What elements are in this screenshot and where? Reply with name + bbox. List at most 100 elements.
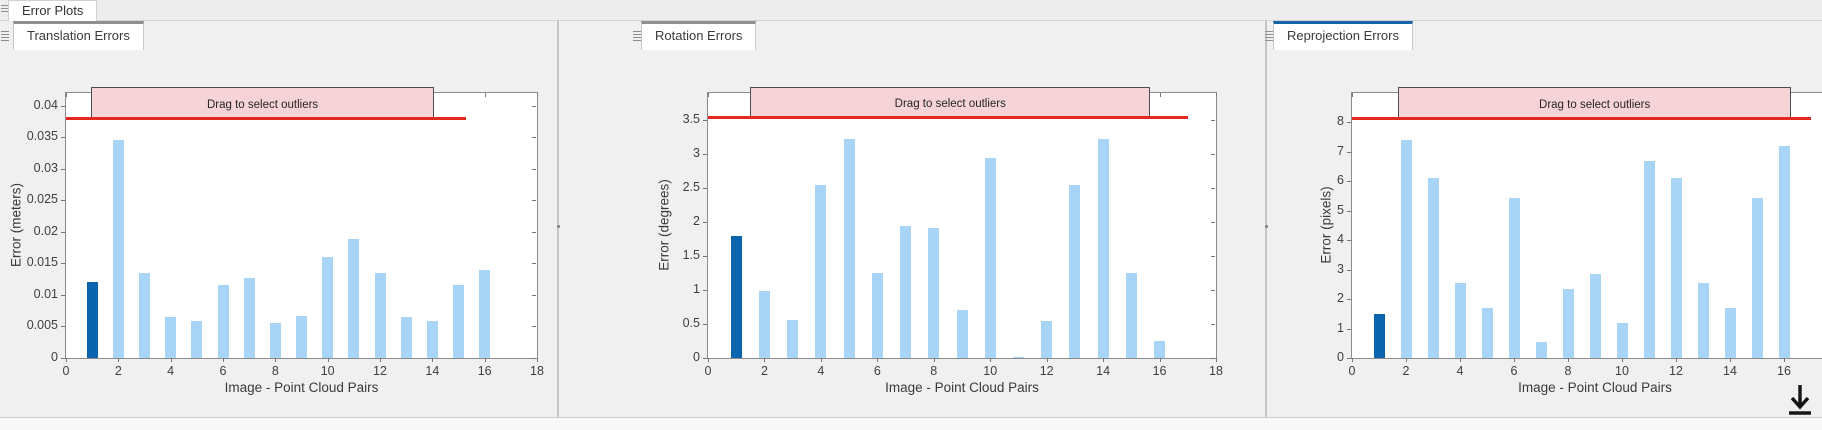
x-tick (1103, 358, 1105, 362)
splitter-handle-icon (1265, 225, 1268, 228)
error-bar-9[interactable] (1589, 274, 1601, 358)
error-bar-10[interactable] (322, 257, 334, 358)
y-tick-label: 1 (693, 282, 700, 297)
outlier-selection-banner[interactable]: Drag to select outliers (90, 87, 435, 121)
y-tick-label: 0.03 (33, 160, 58, 175)
x-tick-label: 2 (114, 364, 122, 378)
x-axis-label: Image - Point Cloud Pairs (885, 380, 1039, 395)
x-tick-label: 4 (167, 364, 175, 378)
error-bar-14[interactable] (1097, 139, 1109, 358)
y-tick-label: 1.5 (682, 248, 700, 263)
error-bar-9[interactable] (956, 310, 968, 358)
error-bar-10[interactable] (1616, 322, 1628, 358)
x-tick (275, 358, 277, 362)
error-bar-1[interactable] (1373, 313, 1385, 358)
x-tick-top (1352, 93, 1353, 97)
error-bar-8[interactable] (928, 227, 940, 358)
error-bar-5[interactable] (191, 321, 203, 358)
error-bar-15[interactable] (453, 285, 464, 358)
error-bar-7[interactable] (900, 225, 912, 358)
error-bar-6[interactable] (217, 285, 229, 358)
error-bar-12[interactable] (1041, 320, 1053, 358)
x-tick (380, 358, 381, 362)
x-tick (1676, 358, 1677, 362)
y-tick-right (532, 137, 536, 139)
error-bar-5[interactable] (843, 139, 855, 358)
x-tick (1352, 358, 1353, 362)
threshold-line[interactable] (708, 115, 1188, 119)
panel-splitter[interactable] (1265, 20, 1267, 417)
x-tick (1784, 358, 1785, 362)
error-bar-8[interactable] (269, 323, 281, 358)
error-bar-2[interactable] (1400, 140, 1412, 358)
x-tick-top (708, 93, 709, 97)
x-tick (933, 358, 935, 362)
y-tick-right (1211, 222, 1215, 224)
y-tick (703, 256, 707, 258)
error-bar-9[interactable] (296, 315, 307, 358)
error-bar-11[interactable] (1643, 160, 1655, 358)
error-bar-10[interactable] (984, 157, 996, 358)
error-bar-6[interactable] (1508, 197, 1520, 358)
error-bar-4[interactable] (165, 316, 177, 358)
error-bar-12[interactable] (1670, 178, 1682, 358)
error-bar-11[interactable] (1012, 356, 1024, 358)
drag-grip-icon[interactable] (633, 29, 641, 43)
y-tick (1347, 269, 1351, 271)
error-bar-11[interactable] (348, 239, 360, 358)
x-tick (66, 358, 67, 362)
y-tick (61, 326, 65, 328)
error-bar-4[interactable] (815, 184, 827, 358)
error-bar-3[interactable] (1427, 178, 1439, 358)
drag-grip-icon[interactable] (1265, 29, 1273, 43)
threshold-line[interactable] (66, 117, 467, 121)
error-bar-2[interactable] (112, 140, 124, 358)
error-bar-1[interactable] (86, 282, 98, 358)
tab-label: Rotation Errors (655, 28, 743, 43)
tab-reprojection-errors[interactable]: Reprojection Errors (1273, 21, 1413, 50)
y-tick (61, 137, 65, 139)
y-tick (1347, 358, 1351, 359)
y-tick-right (532, 358, 536, 359)
y-tick (703, 222, 707, 224)
error-bar-16[interactable] (1154, 341, 1166, 358)
y-tick-label: 3.5 (682, 112, 700, 127)
error-bar-16[interactable] (479, 269, 491, 358)
error-bar-15[interactable] (1751, 197, 1763, 358)
error-bar-4[interactable] (1454, 282, 1466, 358)
tab-error-plots[interactable]: Error Plots (8, 0, 98, 21)
error-bar-1[interactable] (730, 235, 742, 358)
x-tick-label: 16 (1152, 364, 1167, 378)
outlier-selection-banner[interactable]: Drag to select outliers (750, 87, 1151, 119)
y-tick-right (1211, 358, 1215, 359)
error-bar-6[interactable] (871, 273, 883, 358)
x-tick (1159, 358, 1161, 362)
y-tick-label: 4 (1337, 232, 1344, 247)
drag-grip-icon[interactable] (1, 3, 9, 17)
outlier-selection-banner[interactable]: Drag to select outliers (1397, 87, 1792, 121)
error-bar-14[interactable] (426, 321, 438, 358)
error-bar-7[interactable] (243, 277, 255, 358)
tab-translation-errors[interactable]: Translation Errors (13, 21, 144, 50)
drag-grip-icon[interactable] (1, 29, 9, 43)
y-tick (61, 105, 65, 107)
error-bar-14[interactable] (1724, 307, 1736, 358)
error-bar-15[interactable] (1125, 273, 1137, 358)
error-bar-13[interactable] (1069, 184, 1081, 358)
error-bar-13[interactable] (1697, 282, 1709, 358)
y-tick-right (1211, 154, 1215, 156)
error-bar-8[interactable] (1562, 288, 1574, 358)
error-bar-3[interactable] (139, 272, 150, 358)
threshold-line[interactable] (1352, 117, 1811, 121)
error-bar-3[interactable] (787, 319, 799, 358)
error-bar-5[interactable] (1481, 307, 1493, 358)
error-bar-2[interactable] (758, 291, 770, 358)
x-tick-label: 0 (704, 364, 712, 378)
y-tick-right (532, 231, 536, 233)
panel-splitter[interactable] (557, 20, 559, 417)
error-bar-7[interactable] (1535, 341, 1547, 358)
error-bar-13[interactable] (400, 316, 412, 358)
error-bar-12[interactable] (374, 272, 386, 358)
error-bar-16[interactable] (1778, 146, 1790, 358)
tab-rotation-errors[interactable]: Rotation Errors (641, 21, 757, 50)
